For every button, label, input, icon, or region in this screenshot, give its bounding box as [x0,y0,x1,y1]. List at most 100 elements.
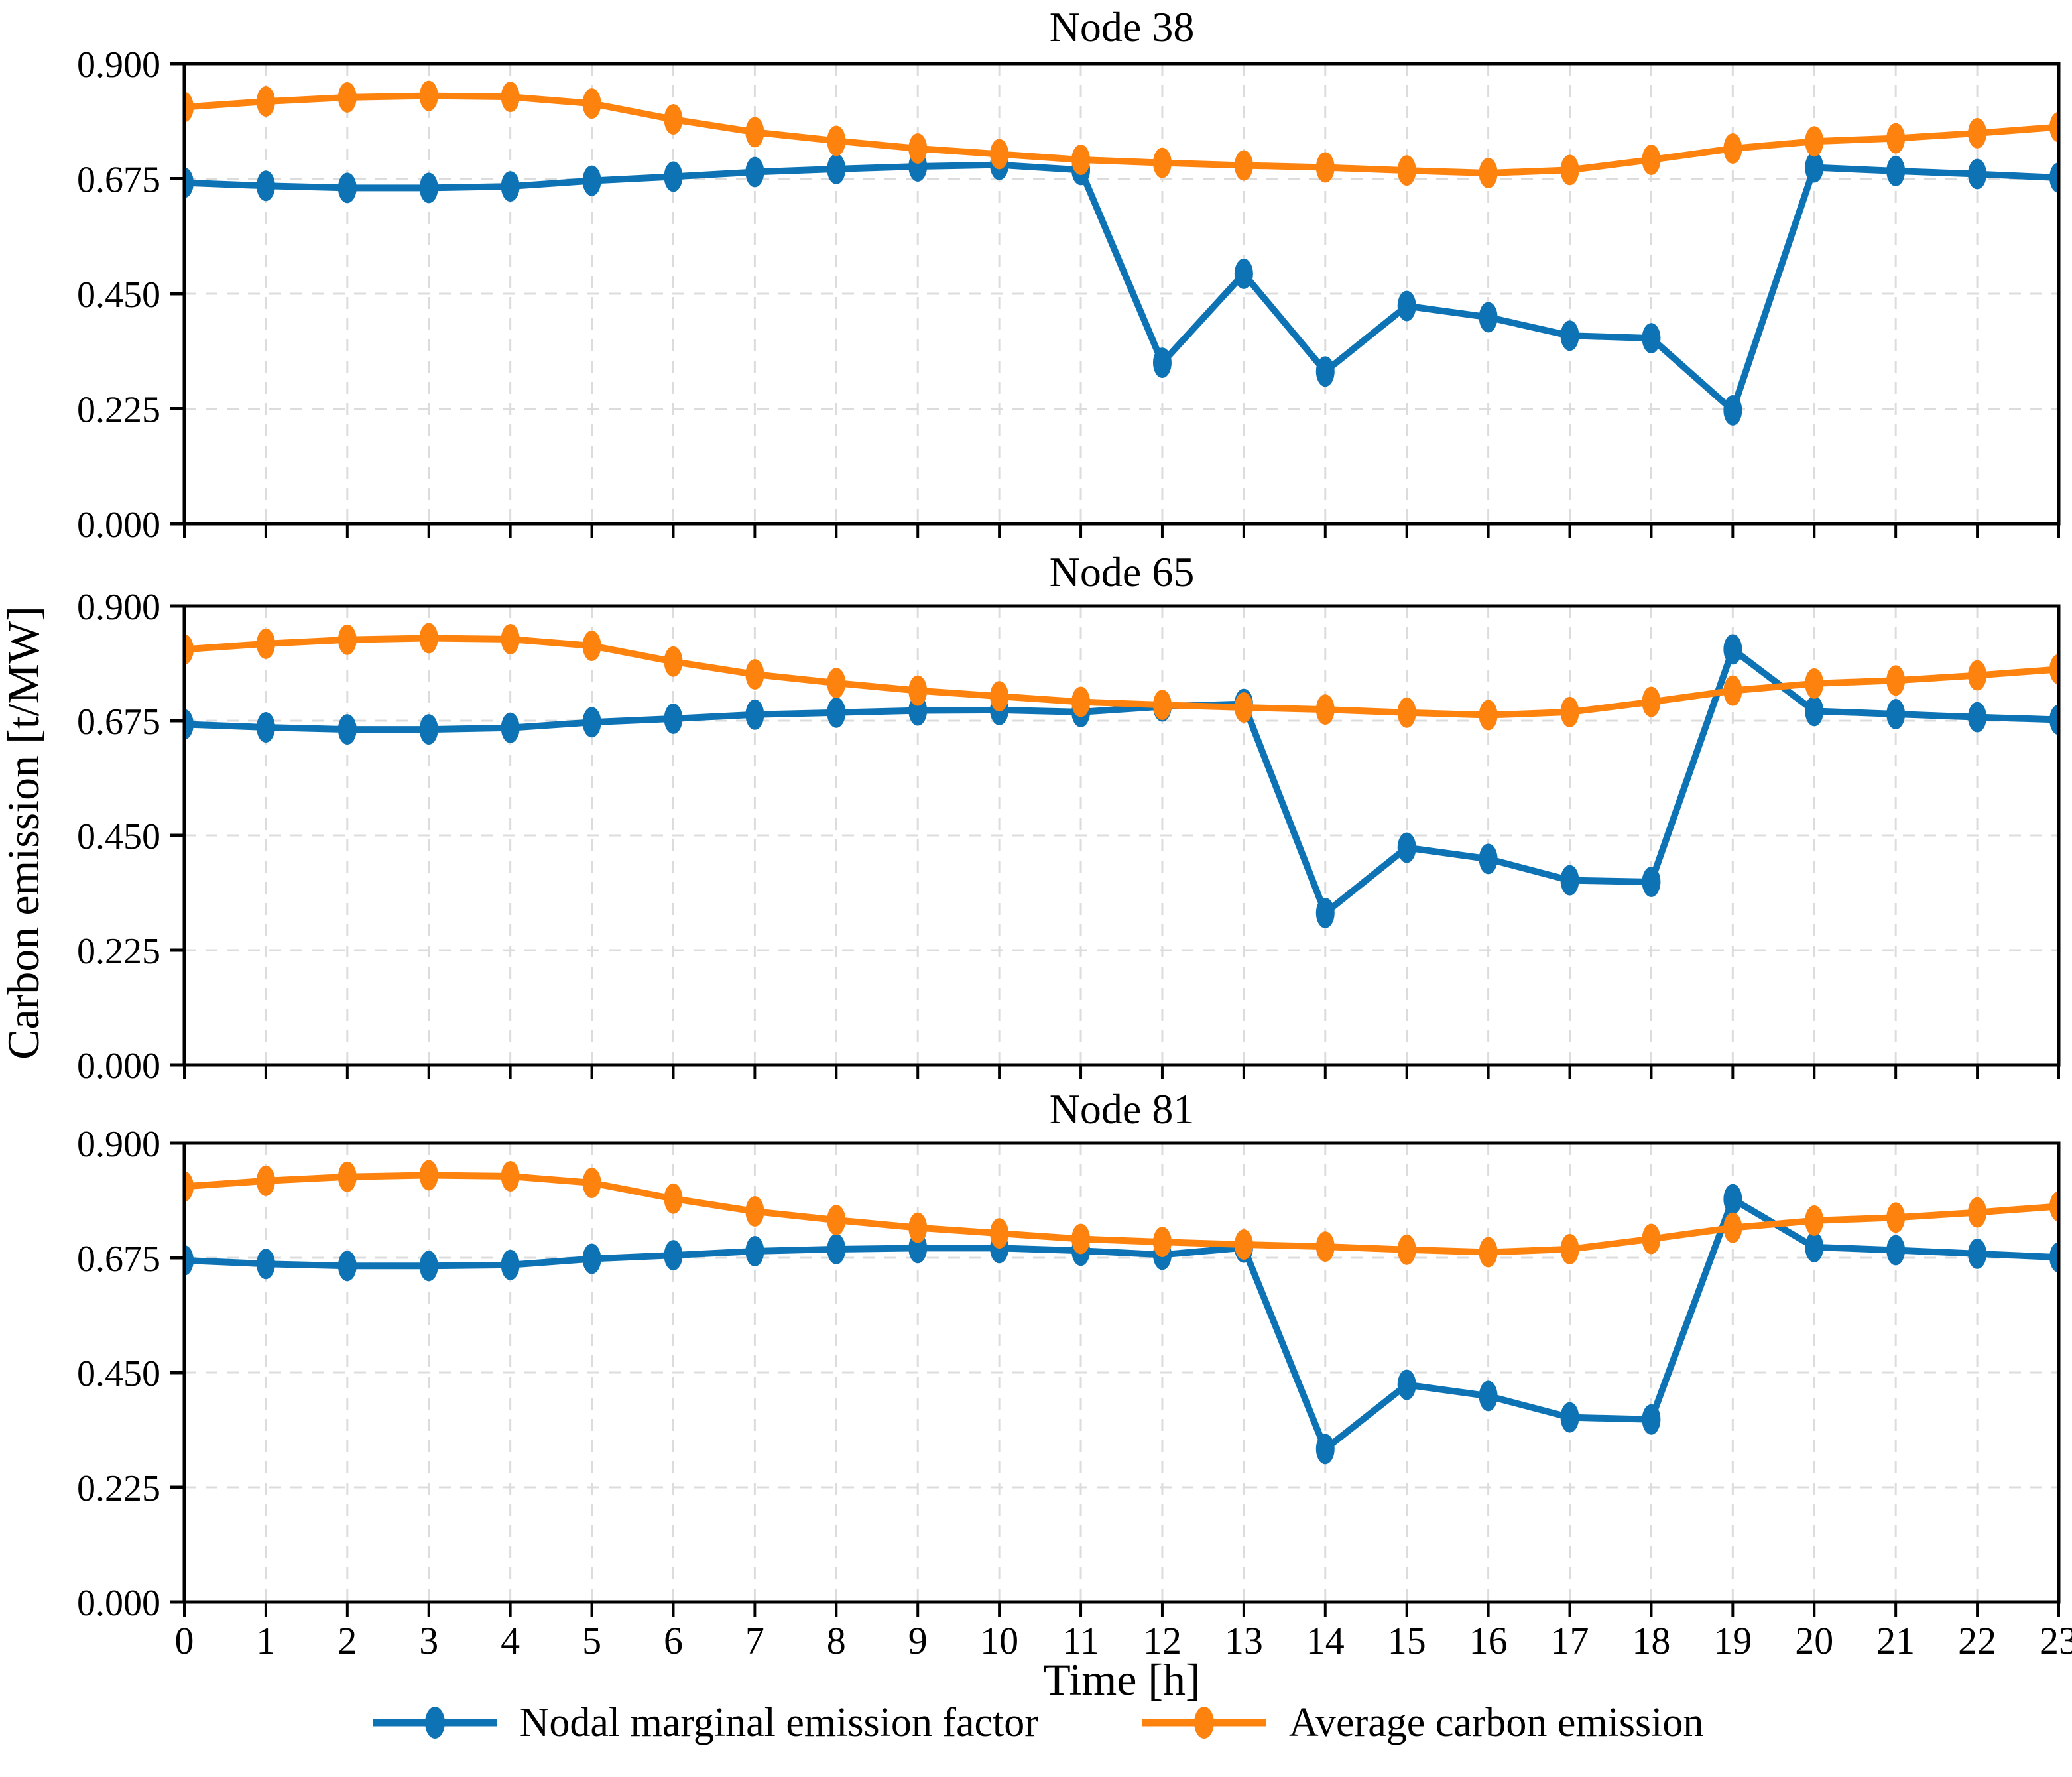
nodal-series-swatch-icon [372,1707,497,1739]
data-point-marker-average-carbon-emission [184,1171,194,1202]
x-tick-label: 18 [1632,1619,1670,1662]
data-point-marker-average-carbon-emission [1071,144,1091,175]
data-point-marker-nodal-marginal-emission-factor [1723,634,1742,665]
data-point-marker-nodal-marginal-emission-factor [256,170,275,202]
data-point-marker-nodal-marginal-emission-factor [184,709,194,740]
y-tick-label: 0.225 [77,931,160,972]
data-point-marker-average-carbon-emission [1723,133,1742,164]
data-point-marker-nodal-marginal-emission-factor [501,171,520,202]
legend-label-nodal: Nodal marginal emission factor [519,1700,1038,1745]
data-point-marker-average-carbon-emission [1642,1223,1661,1255]
x-tick-label: 23 [2040,1619,2072,1662]
data-point-marker-nodal-marginal-emission-factor [1805,152,1824,183]
data-point-marker-average-carbon-emission [1642,144,1661,175]
data-point-marker-average-carbon-emission [908,1212,928,1243]
data-point-marker-average-carbon-emission [1723,1212,1742,1243]
data-point-marker-average-carbon-emission [1805,668,1824,699]
data-point-marker-nodal-marginal-emission-factor [582,707,601,738]
data-point-marker-average-carbon-emission [582,88,601,119]
x-tick-label: 4 [501,1619,520,1662]
data-point-marker-nodal-marginal-emission-factor [1968,158,1987,190]
data-point-marker-average-carbon-emission [1886,123,1906,154]
x-tick-label: 12 [1143,1619,1182,1662]
x-tick-label: 22 [1958,1619,1996,1662]
panel-title-node-81: Node 81 [1050,1085,1195,1133]
y-axis-title: Carbon emission [t/MW] [0,606,48,1060]
data-point-marker-nodal-marginal-emission-factor [1315,1434,1335,1465]
data-point-marker-nodal-marginal-emission-factor [1886,155,1906,186]
data-point-marker-average-carbon-emission [664,1183,683,1214]
panel-node-38: 0.000 0.225 0.450 0.675 0.900 [77,44,2061,546]
data-point-marker-nodal-marginal-emission-factor [2049,162,2059,193]
data-point-marker-nodal-marginal-emission-factor [1315,356,1335,387]
data-point-marker-nodal-marginal-emission-factor [1642,866,1661,897]
data-point-marker-nodal-marginal-emission-factor [1968,1238,1987,1269]
average-series-swatch-icon [1141,1707,1266,1739]
legend-label-average: Average carbon emission [1288,1700,1704,1745]
data-point-marker-average-carbon-emission [745,1196,764,1227]
y-tick-label: 0.225 [77,390,160,431]
data-point-marker-average-carbon-emission [1397,155,1416,186]
y-tick-label: 0.000 [77,1583,160,1624]
y-tick-label: 0.900 [77,1124,160,1165]
x-tick-label: 8 [827,1619,846,1662]
series-line-nodal-marginal-emission-factor [184,161,2059,414]
data-point-marker-nodal-marginal-emission-factor [664,161,683,192]
data-point-marker-average-carbon-emission [1234,150,1253,181]
x-tick-label: 0 [175,1619,194,1662]
data-point-marker-nodal-marginal-emission-factor [337,172,357,204]
series-line-average-carbon-emission [184,92,2059,177]
data-point-marker-average-carbon-emission [1234,692,1253,723]
data-point-marker-average-carbon-emission [1805,1205,1824,1236]
data-point-marker-nodal-marginal-emission-factor [664,1240,683,1271]
data-point-marker-average-carbon-emission [1479,1237,1498,1268]
x-tick-label: 6 [664,1619,683,1662]
data-point-marker-average-carbon-emission [184,92,194,123]
data-point-marker-average-carbon-emission [1152,147,1172,178]
x-tick-label: 3 [419,1619,438,1662]
data-point-marker-average-carbon-emission [1397,697,1416,728]
data-point-marker-average-carbon-emission [827,125,846,156]
data-point-marker-nodal-marginal-emission-factor [337,714,357,745]
x-tick-label: 15 [1388,1619,1426,1662]
data-point-marker-nodal-marginal-emission-factor [1479,1380,1498,1412]
data-point-marker-average-carbon-emission [1479,700,1498,731]
data-point-marker-average-carbon-emission [419,623,438,654]
data-point-marker-nodal-marginal-emission-factor [745,1236,764,1267]
data-point-marker-nodal-marginal-emission-factor [184,1245,194,1276]
data-point-marker-average-carbon-emission [419,80,438,111]
y-tick-label: 0.000 [77,1046,160,1087]
series-line-average-carbon-emission [184,635,2059,719]
x-tick-label: 1 [256,1619,275,1662]
data-point-marker-average-carbon-emission [1152,1227,1172,1258]
data-point-marker-average-carbon-emission [1886,665,1906,696]
data-point-marker-average-carbon-emission [1315,152,1335,183]
x-tick-label: 7 [745,1619,764,1662]
data-point-marker-average-carbon-emission [501,1160,520,1192]
data-point-marker-nodal-marginal-emission-factor [1560,865,1579,896]
data-point-marker-nodal-marginal-emission-factor [745,156,764,188]
x-tick-label: 20 [1795,1619,1833,1662]
data-point-marker-average-carbon-emission [1152,690,1172,721]
data-point-marker-average-carbon-emission [337,1161,357,1192]
x-tick-label: 13 [1225,1619,1263,1662]
data-point-marker-average-carbon-emission [990,681,1009,712]
panel-node-65: 0.000 0.225 0.450 0.675 0.900 [77,587,2061,1087]
y-tick-label: 0.900 [77,587,160,628]
x-tick-label: 16 [1469,1619,1508,1662]
data-point-marker-average-carbon-emission [664,646,683,677]
data-point-marker-average-carbon-emission [2049,1191,2059,1222]
y-tick-label: 0.675 [77,160,160,201]
legend-item-nodal: Nodal marginal emission factor [369,1701,1038,1744]
data-point-marker-average-carbon-emission [1071,1223,1091,1255]
y-tick-label: 0.450 [77,275,160,316]
data-point-marker-average-carbon-emission [184,634,194,665]
x-tick-label: 10 [980,1619,1018,1662]
data-point-marker-nodal-marginal-emission-factor [1886,1235,1906,1266]
data-point-marker-nodal-marginal-emission-factor [1805,696,1824,727]
data-point-marker-nodal-marginal-emission-factor [419,172,438,204]
data-point-marker-average-carbon-emission [990,139,1009,170]
data-point-marker-nodal-marginal-emission-factor [501,712,520,743]
